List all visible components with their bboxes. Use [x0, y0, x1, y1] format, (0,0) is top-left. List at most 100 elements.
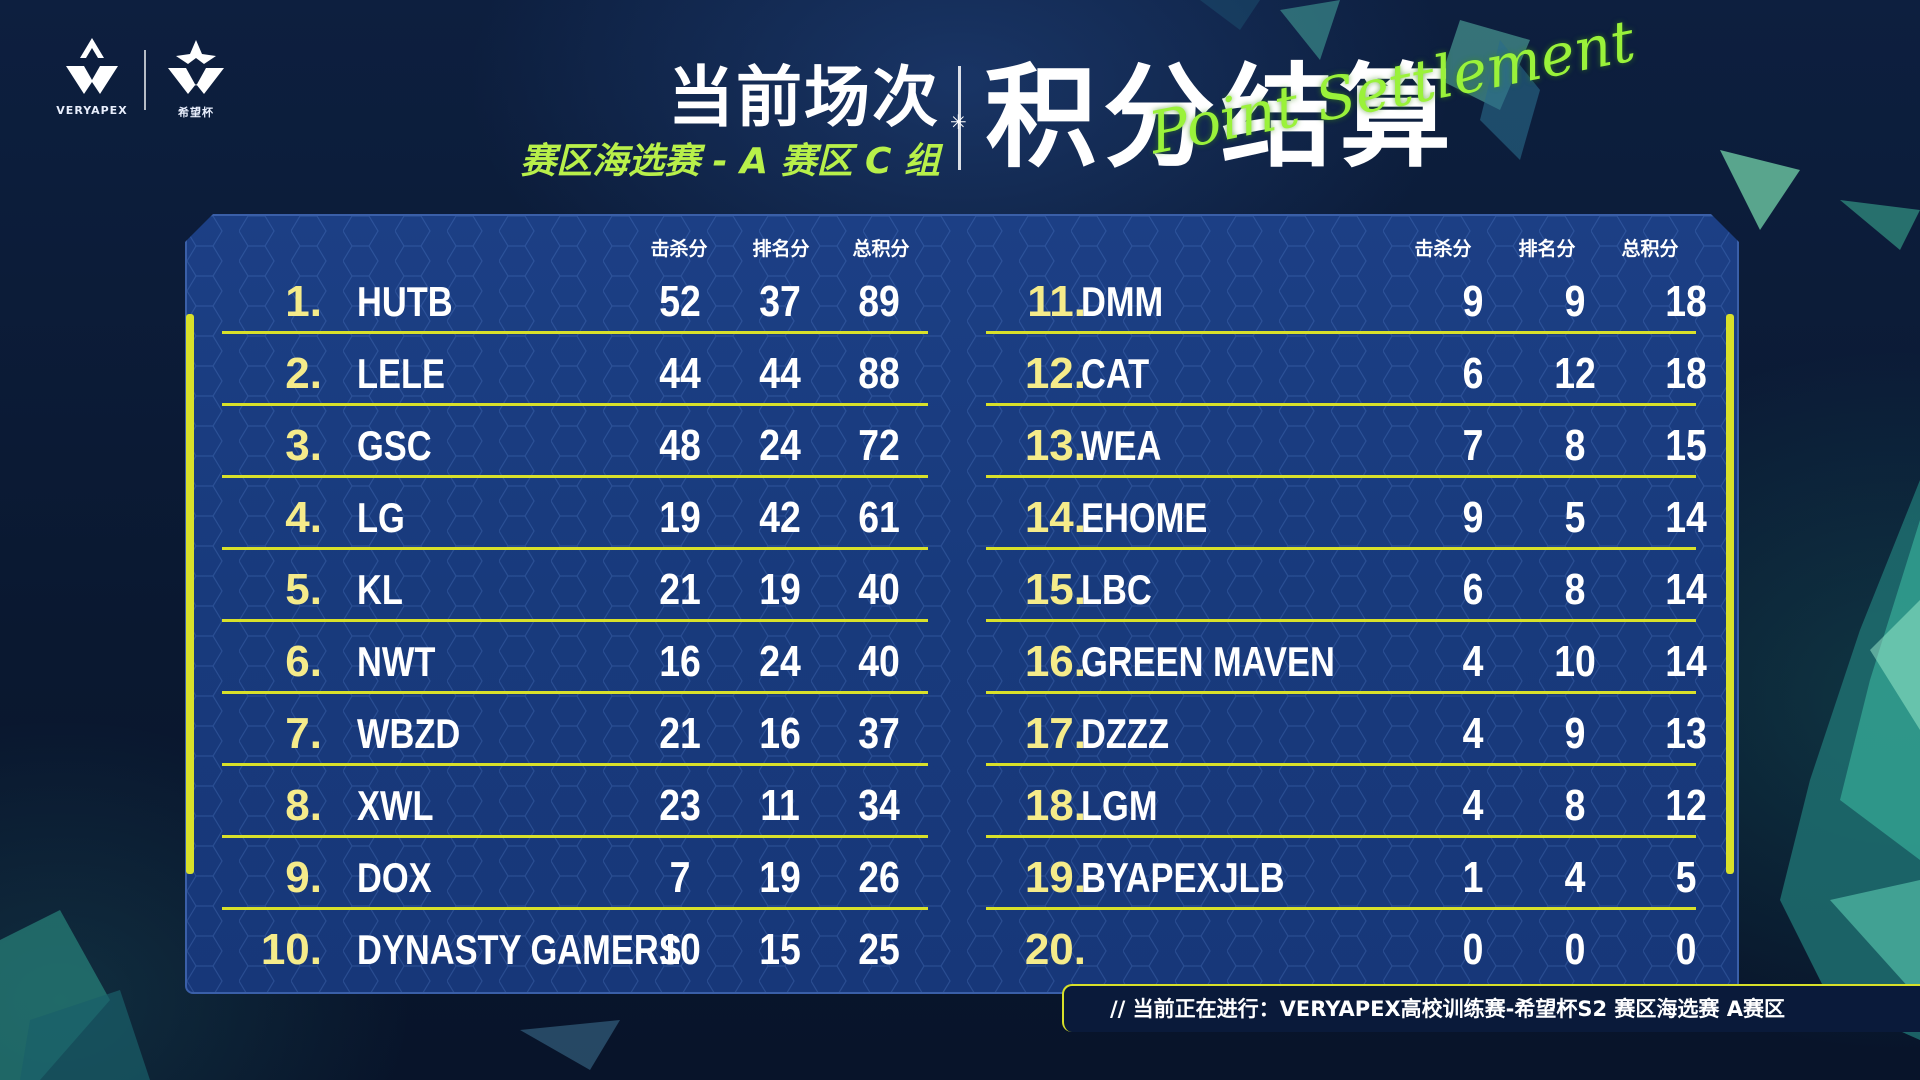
rank-cell: 12. — [1024, 349, 1086, 398]
table-row: 9. DOX 7 19 26 — [222, 846, 928, 910]
team-name-cell: NWT — [357, 638, 436, 685]
hex-pattern — [187, 216, 1737, 992]
team-name-cell: GREEN MAVEN — [1081, 638, 1335, 685]
total-cell: 14 — [1665, 565, 1707, 614]
total-cell: 18 — [1665, 349, 1707, 398]
table-row: 10. DYNASTY GAMERS 10 15 25 — [222, 918, 928, 982]
rank-cell: 13. — [1024, 421, 1086, 470]
table-row: 18. LGM 4 8 12 — [986, 774, 1707, 838]
total-cell: 89 — [858, 277, 900, 326]
total-cell: 40 — [858, 637, 900, 686]
kills-cell: 9 — [1462, 493, 1484, 542]
kills-cell: 21 — [659, 565, 701, 614]
row-divider — [222, 619, 928, 622]
total-cell: 13 — [1665, 709, 1707, 758]
team-name-cell: LBC — [1081, 566, 1152, 613]
team-name-cell: BYAPEXJLB — [1081, 854, 1285, 901]
rank-cell: 4. — [285, 493, 322, 542]
kills-cell: 19 — [659, 493, 701, 542]
rank-cell: 6. — [285, 637, 322, 686]
total-cell: 14 — [1665, 493, 1707, 542]
team-name-cell: WEA — [1081, 422, 1162, 469]
placement-cell: 5 — [1564, 493, 1586, 542]
kills-cell: 23 — [659, 781, 701, 830]
row-divider — [986, 763, 1696, 766]
table-row: 17. DZZZ 4 9 13 — [986, 702, 1707, 766]
rank-cell: 20. — [1024, 925, 1086, 974]
team-name-cell: DOX — [357, 854, 432, 901]
row-divider — [986, 547, 1696, 550]
team-name-cell: DMM — [1081, 278, 1164, 325]
page-title: 积分结算 — [985, 53, 1457, 183]
total-cell: 34 — [858, 781, 900, 830]
total-cell: 72 — [858, 421, 900, 470]
placement-cell: 15 — [759, 925, 801, 974]
placement-cell: 19 — [759, 565, 801, 614]
team-name-cell: KL — [357, 566, 403, 613]
team-name-cell: CAT — [1081, 350, 1150, 397]
row-divider — [222, 763, 928, 766]
panel-accent-left — [186, 314, 194, 874]
kills-cell: 4 — [1462, 709, 1484, 758]
team-name-cell: GSC — [357, 422, 432, 469]
row-divider — [986, 403, 1696, 406]
logo-divider — [144, 50, 146, 110]
table-row: 8. XWL 23 11 34 — [222, 774, 928, 838]
total-cell: 12 — [1665, 781, 1707, 830]
kills-cell: 4 — [1462, 781, 1484, 830]
kills-cell: 6 — [1462, 565, 1484, 614]
kills-cell: 21 — [659, 709, 701, 758]
ticker-text: // 当前正在进行：VERYAPEX高校训练赛-希望杯S2 赛区海选赛 A赛区 — [1110, 997, 1785, 1021]
team-name-cell: LGM — [1081, 782, 1158, 829]
table-row: 12. CAT 6 12 18 — [986, 342, 1707, 406]
placement-cell: 8 — [1564, 421, 1586, 470]
row-divider — [986, 691, 1696, 694]
crystal-decoration-top-right — [1200, 0, 1920, 250]
placement-cell: 12 — [1554, 349, 1596, 398]
left-header-total: 总积分 — [852, 238, 910, 260]
placement-cell: 19 — [759, 853, 801, 902]
table-row: 6. NWT 16 24 40 — [222, 630, 928, 694]
row-divider — [222, 475, 928, 478]
veryapex-logo: VERYAPEX — [52, 36, 132, 117]
team-name-cell: WBZD — [357, 710, 461, 757]
total-cell: 40 — [858, 565, 900, 614]
total-cell: 61 — [858, 493, 900, 542]
logo-area: VERYAPEX 希望杯 — [52, 36, 252, 126]
row-divider — [222, 331, 928, 334]
placement-cell: 4 — [1564, 853, 1586, 902]
kills-cell: 4 — [1462, 637, 1484, 686]
row-divider — [986, 475, 1696, 478]
hope-cup-logo-icon — [168, 40, 224, 94]
total-cell: 26 — [858, 853, 900, 902]
standings-panel — [185, 214, 1739, 994]
news-ticker: // 当前正在进行：VERYAPEX高校训练赛-希望杯S2 赛区海选赛 A赛区 — [1062, 984, 1920, 1032]
total-cell: 15 — [1665, 421, 1707, 470]
placement-cell: 37 — [759, 277, 801, 326]
rank-cell: 3. — [285, 421, 322, 470]
total-cell: 5 — [1675, 853, 1697, 902]
rank-cell: 10. — [260, 925, 322, 974]
kills-cell: 44 — [659, 349, 701, 398]
table-row: 14. EHOME 9 5 14 — [986, 486, 1707, 550]
table-row: 15. LBC 6 8 14 — [986, 558, 1707, 622]
rank-cell: 1. — [285, 277, 322, 326]
row-divider — [222, 403, 928, 406]
placement-cell: 24 — [759, 637, 801, 686]
row-divider — [986, 331, 1696, 334]
row-divider — [222, 907, 928, 910]
row-divider — [222, 835, 928, 838]
row-divider — [986, 619, 1696, 622]
team-name-cell: LG — [357, 494, 405, 541]
rank-cell: 2. — [285, 349, 322, 398]
left-header-kills: 击杀分 — [650, 238, 708, 260]
placement-cell: 9 — [1564, 709, 1586, 758]
team-name-cell: LELE — [357, 350, 446, 397]
title-divider — [958, 66, 961, 170]
crystal-decoration-right — [1780, 480, 1920, 1040]
placement-cell: 24 — [759, 421, 801, 470]
rank-cell: 19. — [1024, 853, 1086, 902]
kills-cell: 7 — [669, 853, 691, 902]
rank-cell: 7. — [285, 709, 322, 758]
placement-cell: 10 — [1554, 637, 1596, 686]
